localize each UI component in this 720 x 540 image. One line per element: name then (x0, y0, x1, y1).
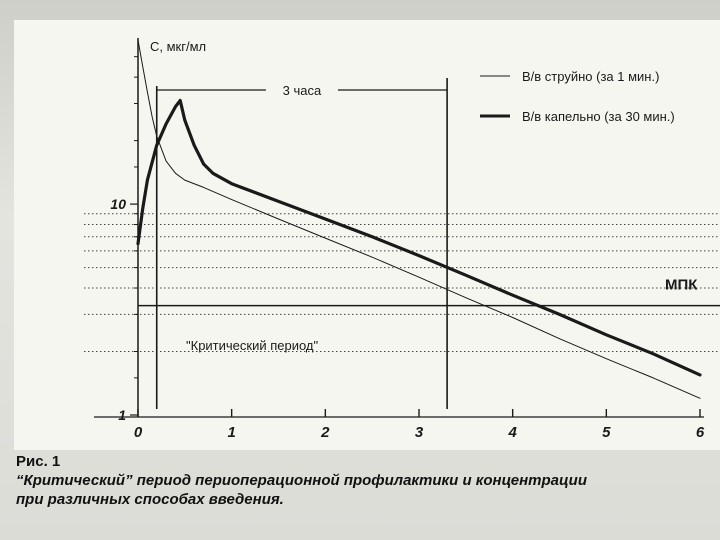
x-tick-label: 2 (320, 424, 330, 441)
legend-label-infusion: В/в капельно (за 30 мин.) (522, 109, 675, 124)
y-tick-label: 10 (110, 196, 126, 212)
caption-title-line-1: “Критический” период периоперационной пр… (16, 472, 587, 489)
figure-panel: 1 10 0 1 2 3 4 5 6 МПК 3 часа "Критический перио… (14, 20, 720, 450)
grid-layer (84, 213, 720, 353)
legend: В/в струйно (за 1 мин.) В/в капельно (за… (480, 69, 675, 124)
axis-layer (94, 38, 704, 418)
legend-label-bolus: В/в струйно (за 1 мин.) (522, 69, 659, 84)
y-axis-label: С, мкг/мл (150, 39, 206, 54)
x-tick-label: 1 (227, 424, 235, 441)
mic-label: МПК (665, 277, 698, 294)
series-layer (136, 39, 702, 399)
y-tick-label: 1 (118, 407, 126, 423)
x-tick-label: 6 (696, 424, 705, 441)
x-tick-label: 5 (602, 424, 611, 441)
critical-period-label: "Критический период" (186, 338, 319, 353)
x-tick-label: 4 (507, 424, 517, 441)
series-line-bolus (137, 39, 701, 399)
x-tick-label: 3 (415, 424, 424, 441)
caption-figure-number: Рис. 1 (16, 453, 61, 470)
caption-title-line-2: при различных способах введения. (16, 491, 284, 508)
series-line-infusion (136, 98, 702, 377)
x-tick-label: 0 (134, 424, 143, 441)
figure-caption: Рис. 1 “Критический” период периоперацио… (16, 452, 716, 509)
interval-label: 3 часа (283, 83, 322, 98)
annotation-layer: МПК 3 часа "Критический период" (138, 78, 720, 409)
